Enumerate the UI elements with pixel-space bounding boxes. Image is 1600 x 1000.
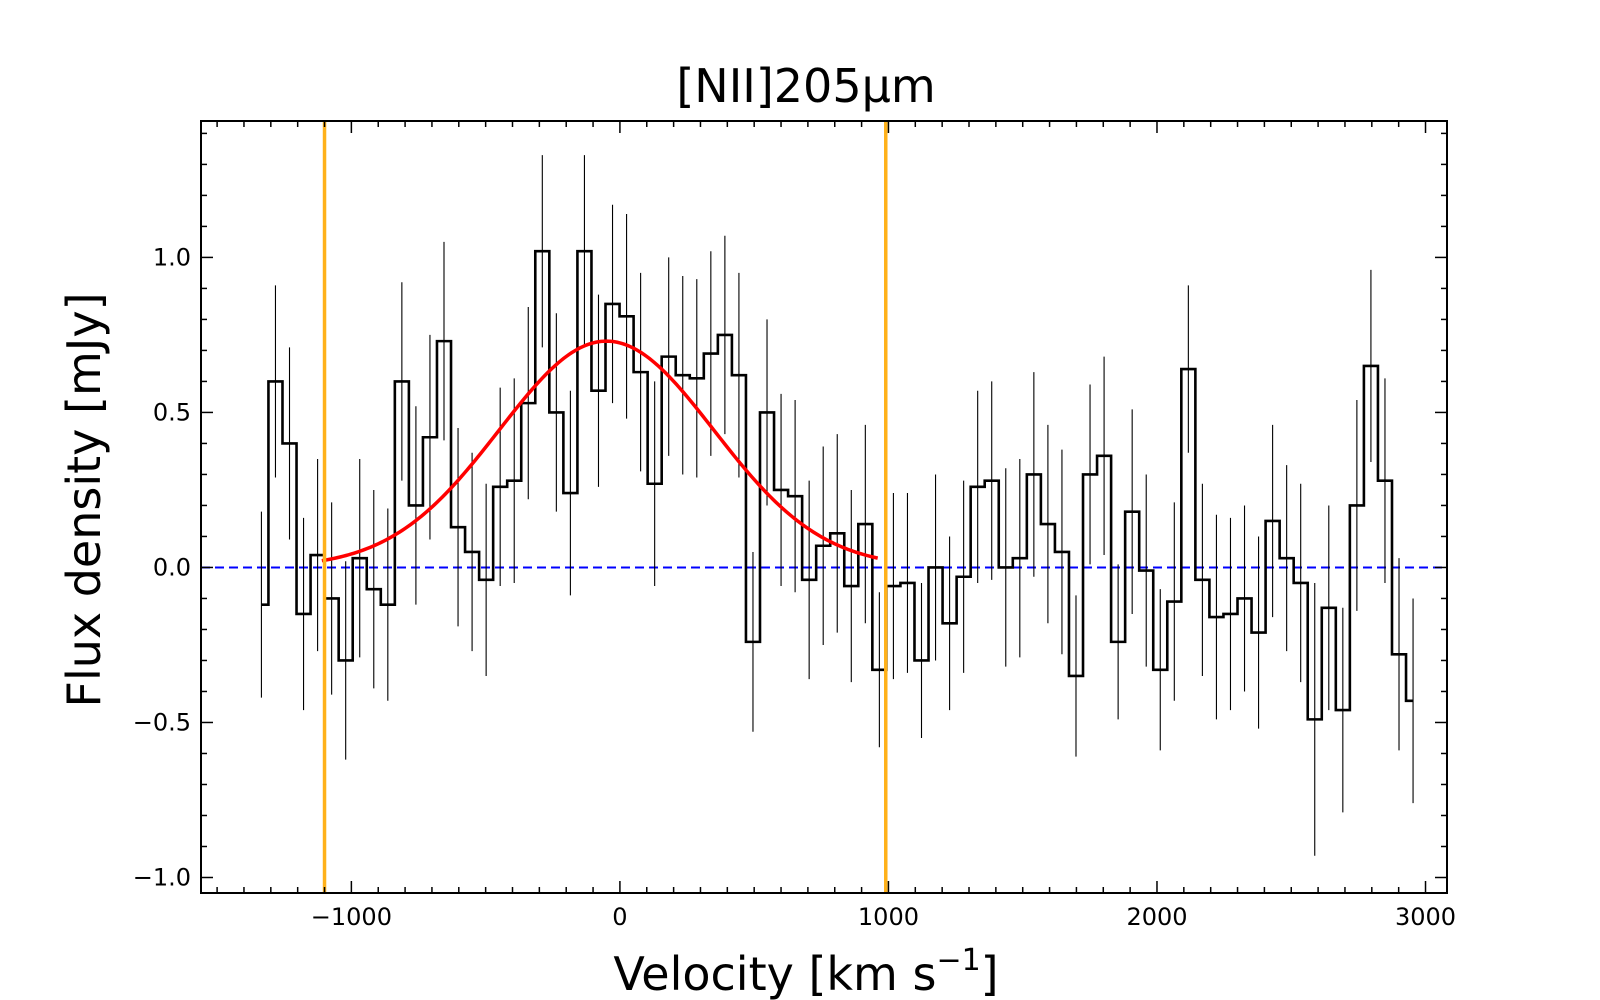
- x-axis-title: Velocity [km s−1]: [613, 943, 998, 1000]
- plot-area: −1000 0 1000 2000 3000 −1.0 −0.5 0.0 0.5 1.0: [133, 120, 1456, 931]
- data-layer: [201, 121, 1447, 893]
- y-axis-title: Flux density [mJy]: [57, 292, 111, 707]
- tick-marks: [201, 121, 1447, 893]
- x-tick-label: −1000: [311, 903, 392, 931]
- x-tick-label: 1000: [858, 903, 919, 931]
- y-tick-label: −1.0: [133, 863, 191, 891]
- y-tick-label: 0.5: [153, 398, 191, 426]
- y-tick-label: 0.0: [153, 553, 191, 581]
- y-tick-label: 1.0: [153, 243, 191, 271]
- gaussian-fit-curve: [321, 339, 879, 563]
- plot-frame: [200, 120, 1448, 894]
- spectrum-steps: [261, 249, 1414, 721]
- x-tick-label: 2000: [1126, 903, 1187, 931]
- x-tick-label: 0: [612, 903, 627, 931]
- x-axis-title-main: Velocity [km s: [613, 947, 936, 1000]
- x-axis-title-superscript: −1: [936, 943, 980, 978]
- y-tick-label: −0.5: [133, 708, 191, 736]
- x-tick-label: 3000: [1395, 903, 1456, 931]
- x-axis-title-end: ]: [981, 947, 999, 1000]
- chart-title: [NII]205μm: [676, 59, 935, 113]
